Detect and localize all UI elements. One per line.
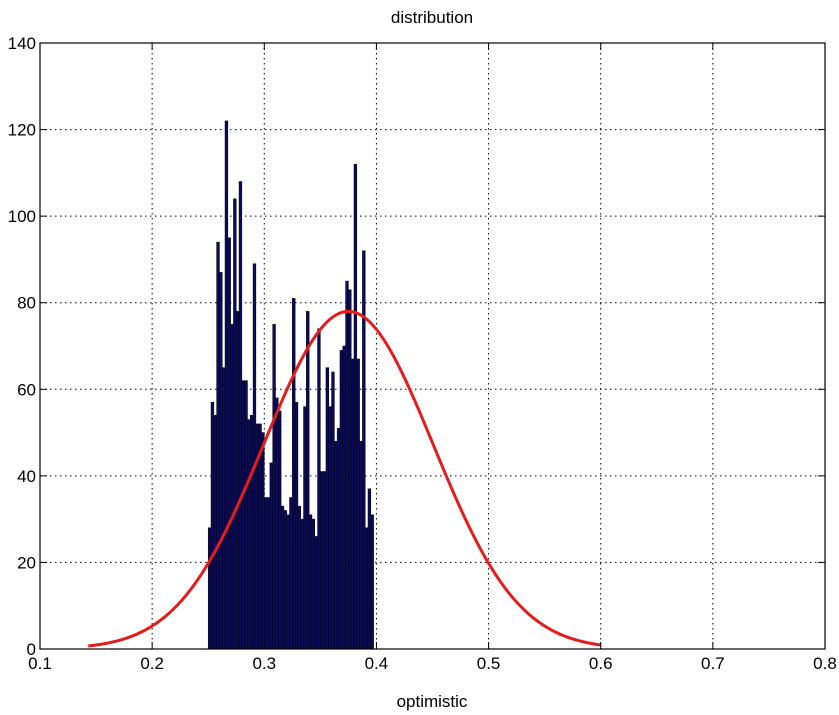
histogram-bar	[336, 427, 341, 650]
histogram-bar	[345, 280, 349, 650]
histogram-bar	[297, 505, 301, 650]
histogram-bar	[317, 328, 321, 650]
histogram-bar	[311, 518, 316, 650]
histogram-bar	[250, 415, 254, 650]
histogram-bar	[308, 514, 313, 650]
histogram-bar	[207, 527, 212, 650]
histogram-bar	[213, 415, 217, 650]
histogram-bar	[244, 380, 248, 650]
y-tick-label: 20	[17, 553, 36, 572]
histogram-bar	[227, 237, 231, 650]
histogram-bar	[264, 497, 268, 650]
grid-lines	[40, 43, 825, 649]
x-axis-label: optimistic	[397, 692, 468, 711]
histogram-bar	[334, 440, 338, 650]
histogram-bar	[359, 440, 363, 650]
histogram-bar	[275, 397, 279, 650]
histogram-bar	[339, 350, 344, 650]
histogram-bar	[247, 419, 251, 650]
histogram-bar	[292, 298, 296, 650]
y-tick-labels: 0 20 40 60 80 100 120 140	[8, 34, 36, 659]
histogram-bar	[289, 497, 293, 650]
histogram-bar	[224, 120, 229, 650]
histogram-bar	[348, 289, 352, 650]
axes-frame	[39, 42, 826, 650]
histogram-bar	[370, 514, 374, 650]
histogram-bar	[364, 527, 369, 650]
histogram-bar	[314, 536, 318, 650]
histogram-bar	[236, 311, 240, 650]
histogram-bar	[266, 497, 271, 650]
histogram-bar	[280, 505, 285, 650]
histogram-bar	[210, 402, 215, 650]
y-tick-label: 140	[8, 34, 36, 53]
x-tick-label: 0.7	[701, 654, 725, 673]
histogram-bar	[252, 263, 257, 650]
histogram-bar	[350, 358, 355, 650]
y-tick-label: 100	[8, 207, 36, 226]
y-tick-label: 60	[17, 380, 36, 399]
histogram-bar	[283, 510, 287, 650]
x-tick-label: 0.6	[589, 654, 613, 673]
histogram-bar	[325, 367, 330, 650]
histogram-bar	[331, 371, 335, 650]
histogram-bar	[367, 488, 372, 650]
y-tick-label: 120	[8, 121, 36, 140]
histogram-bar	[328, 406, 332, 650]
x-tick-label: 0.3	[252, 654, 276, 673]
x-tick-label: 0.1	[28, 654, 52, 673]
histogram-bar	[286, 514, 290, 650]
histogram-bar	[221, 367, 226, 650]
histogram-bar	[219, 272, 223, 650]
histogram-bar	[278, 410, 282, 650]
histogram-bar	[356, 358, 360, 650]
y-tick-label: 40	[17, 467, 36, 486]
histogram-bar	[322, 471, 327, 650]
histogram-bar	[261, 432, 265, 650]
histogram-bar	[238, 181, 243, 650]
histogram-bar	[353, 163, 358, 650]
x-tick-label: 0.8	[813, 654, 837, 673]
x-tick-labels: 0.1 0.2 0.3 0.4 0.5 0.6 0.7 0.8	[28, 654, 837, 673]
x-tick-label: 0.2	[140, 654, 164, 673]
histogram-bar	[230, 324, 234, 650]
y-tick-label: 80	[17, 294, 36, 313]
histogram-bar	[342, 345, 346, 650]
histogram-bar	[233, 198, 237, 650]
histogram-bar	[362, 250, 366, 650]
chart-title: distribution	[391, 8, 473, 27]
y-tick-label: 0	[27, 640, 36, 659]
histogram-bar	[241, 380, 245, 650]
normal-fit-curve	[88, 309, 601, 648]
histogram-bar	[306, 311, 310, 650]
axis-ticks	[39, 42, 826, 650]
x-tick-label: 0.4	[365, 654, 389, 673]
histogram-bar	[272, 324, 276, 650]
histogram-bar	[303, 406, 307, 650]
histogram-bar	[320, 471, 324, 650]
histogram-bar	[294, 402, 299, 650]
histogram-bar	[300, 518, 304, 650]
histogram-bar	[216, 241, 220, 650]
histogram-bars	[207, 120, 374, 650]
x-tick-label: 0.5	[477, 654, 501, 673]
histogram-bar	[269, 462, 273, 650]
